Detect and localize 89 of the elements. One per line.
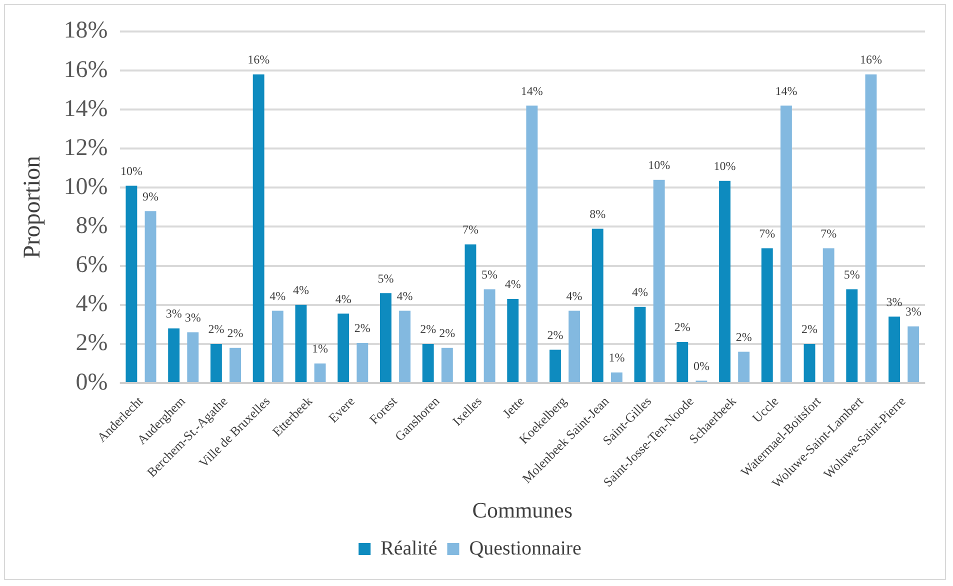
bar bbox=[380, 293, 392, 382]
data-label: 10% bbox=[120, 164, 142, 178]
data-label: 2% bbox=[439, 326, 456, 340]
data-label: 16% bbox=[860, 52, 882, 67]
bar bbox=[126, 186, 138, 382]
y-axis-title: Proportion bbox=[20, 156, 46, 259]
data-label: 2% bbox=[802, 322, 818, 336]
bar bbox=[888, 316, 900, 382]
bar bbox=[908, 326, 920, 382]
bar bbox=[634, 306, 646, 382]
data-label: 2% bbox=[227, 326, 244, 340]
data-label: 3% bbox=[184, 310, 201, 324]
data-label: 1% bbox=[312, 342, 328, 356]
data-label: 4% bbox=[292, 283, 309, 298]
data-label: 2% bbox=[420, 322, 436, 336]
bar bbox=[295, 304, 307, 382]
data-label: 2% bbox=[547, 328, 564, 342]
y-tick-label: 18% bbox=[64, 18, 108, 44]
bar bbox=[550, 350, 561, 382]
bar bbox=[738, 352, 750, 382]
data-label: 3% bbox=[905, 304, 922, 319]
data-label: 4% bbox=[504, 277, 521, 292]
data-label: 14% bbox=[520, 84, 543, 98]
bar bbox=[846, 289, 858, 382]
bar bbox=[252, 74, 264, 382]
bar bbox=[822, 248, 834, 382]
y-tick-label: 16% bbox=[64, 56, 108, 83]
bar bbox=[338, 314, 350, 382]
bar bbox=[780, 106, 792, 382]
data-label: 10% bbox=[714, 158, 736, 173]
bar bbox=[314, 363, 326, 382]
y-tick-label: 4% bbox=[76, 291, 108, 318]
bar bbox=[187, 332, 199, 382]
data-label: 14% bbox=[775, 84, 798, 98]
bar bbox=[676, 342, 688, 382]
bar bbox=[568, 310, 580, 382]
data-label: 4% bbox=[396, 288, 413, 303]
legend-label: Questionnaire bbox=[469, 537, 582, 560]
y-tick-label: 8% bbox=[76, 213, 108, 240]
data-label: 3% bbox=[166, 306, 182, 320]
bar bbox=[399, 310, 411, 382]
legend-label: Réalité bbox=[380, 537, 438, 560]
bar bbox=[865, 74, 877, 382]
data-label: 4% bbox=[566, 288, 582, 303]
data-label: 5% bbox=[844, 267, 860, 282]
data-label: 2% bbox=[674, 320, 690, 334]
data-label: 10% bbox=[648, 158, 670, 172]
data-label: 9% bbox=[142, 189, 159, 204]
data-label: 7% bbox=[759, 226, 776, 240]
data-label: 3% bbox=[886, 294, 902, 309]
data-label: 8% bbox=[590, 206, 606, 221]
bar bbox=[592, 228, 604, 382]
data-label: 7% bbox=[820, 226, 837, 240]
bar bbox=[441, 348, 453, 382]
data-label: 5% bbox=[378, 271, 394, 286]
bar bbox=[761, 248, 773, 382]
y-tick-label: 14% bbox=[64, 96, 108, 122]
data-label: 7% bbox=[462, 222, 478, 236]
data-label: 1% bbox=[608, 350, 625, 365]
bar bbox=[484, 289, 496, 382]
bar bbox=[272, 310, 284, 382]
y-tick-label: 10% bbox=[64, 174, 108, 200]
data-label: 2% bbox=[354, 321, 370, 336]
x-axis-title: Communes bbox=[472, 498, 573, 523]
data-label: 16% bbox=[248, 52, 270, 67]
bar bbox=[144, 211, 156, 382]
bar bbox=[168, 328, 180, 382]
bar bbox=[653, 180, 665, 382]
bar bbox=[526, 106, 538, 382]
bar bbox=[422, 344, 434, 382]
y-tick-label: 2% bbox=[76, 330, 108, 356]
bar bbox=[356, 342, 368, 382]
data-label: 2% bbox=[736, 330, 752, 344]
bar bbox=[507, 299, 519, 382]
y-tick-label: 0% bbox=[76, 369, 108, 396]
data-label: 2% bbox=[208, 322, 224, 336]
data-label: 5% bbox=[482, 267, 498, 282]
data-label: 4% bbox=[270, 288, 286, 303]
bar bbox=[230, 348, 241, 382]
bar bbox=[719, 180, 730, 382]
data-label: 4% bbox=[335, 292, 352, 306]
data-label: 0% bbox=[693, 358, 710, 373]
bar bbox=[610, 372, 622, 382]
bar bbox=[210, 344, 222, 382]
bar bbox=[464, 244, 476, 382]
data-label: 4% bbox=[632, 284, 648, 299]
y-tick-label: 6% bbox=[76, 252, 108, 278]
y-tick-label: 12% bbox=[64, 134, 108, 161]
bar bbox=[804, 344, 816, 382]
